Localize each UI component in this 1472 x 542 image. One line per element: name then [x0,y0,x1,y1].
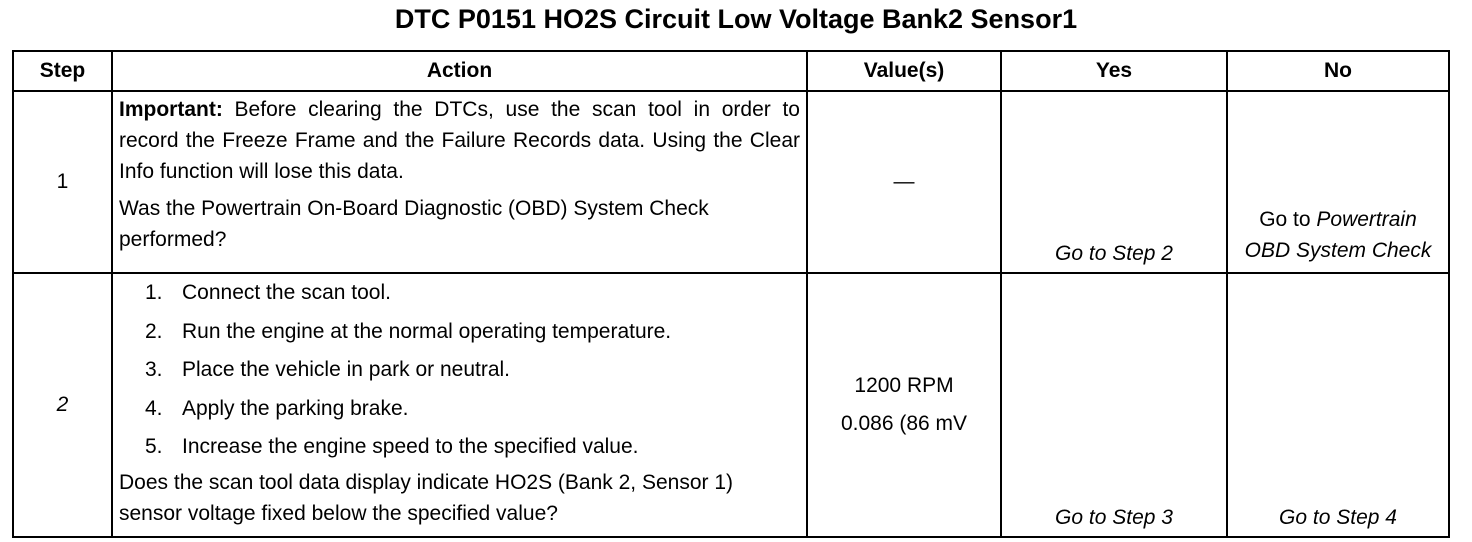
step-cell: 1 [12,90,113,274]
action-step: 3. Place the vehicle in park or neutral. [119,351,800,390]
no-cell: Go to Step 4 [1226,272,1450,538]
header-cell: Yes [1000,50,1228,92]
value: 0.086 (86 mV [840,412,968,435]
header-cell: No [1226,50,1450,92]
step-number: 5. [145,435,163,458]
value-cell: — [806,90,1002,274]
yes-cell: Go to Step 3 [1000,272,1228,538]
step-text: Run the engine at the normal operating t… [182,319,672,343]
header-cell: Action [111,50,808,92]
step-text: Connect the scan tool. [182,281,391,304]
step-number: 2. [145,319,163,343]
action-step: 2. Run the engine at the normal operating… [119,313,800,352]
title: DTC P0151 HO2S Circuit Low Voltage Bank2… [394,4,1078,34]
value: — [893,170,915,193]
action-cell: 1. Connect the scan tool. 2. Run the engine… [111,272,808,538]
no-link: Powertrain OBD System Check [1244,208,1432,262]
diagnostic-table: Step Action Value(s) Yes No 1 Important:… [12,50,1450,538]
step-text: Apply the parking brake. [182,396,409,420]
header-cell: Step [12,50,113,92]
header-cell: Value(s) [806,50,1002,92]
table-row: 1 Important: Before clearing the DTCs, u… [12,90,1450,274]
action-step: 1. Connect the scan tool. [119,274,800,313]
action-cell: Important: Before clearing the DTCs, use… [111,90,808,274]
value-cell: 1200 RPM 0.086 (86 mV [806,272,1002,538]
no-prefix: Go to [1259,208,1311,231]
important-text: Before clearing the DTCs, use the scan t… [119,98,800,183]
no-cell: Go to Powertrain OBD System Check [1226,90,1450,274]
yes-cell: Go to Step 2 [1000,90,1228,274]
step-number: 4. [145,396,163,420]
step-cell: 2 [12,272,113,538]
step-number: 3. [145,358,163,381]
question: Does the scan tool data display indicate… [119,470,734,525]
table-row: 2 1. Connect the scan tool. 2. Run the engi… [12,272,1450,538]
header-row: Step Action Value(s) Yes No [12,50,1450,92]
question: Was the Powertrain On-Board Diagnostic (… [119,197,709,251]
value: 1200 RPM [854,374,954,397]
step-number: 1. [145,281,163,304]
step-text: Increase the engine speed to the specifi… [182,435,639,458]
important-note: Important: Before clearing the DTCs, use… [119,94,800,187]
action-step: 5. Increase the engine speed to the speci… [119,428,800,467]
action-step: 4. Apply the parking brake. [119,390,800,429]
step-text: Place the vehicle in park or neutral. [182,358,511,381]
important-label: Important: [119,98,223,121]
